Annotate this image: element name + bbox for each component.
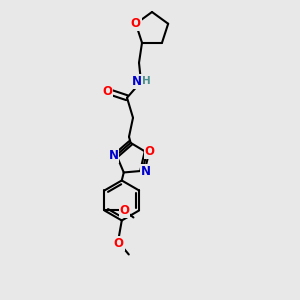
Text: O: O (131, 17, 141, 30)
Text: O: O (102, 85, 112, 98)
Text: O: O (114, 237, 124, 250)
Text: O: O (145, 145, 155, 158)
Text: N: N (132, 75, 142, 88)
Text: O: O (119, 204, 129, 217)
Text: N: N (108, 149, 118, 162)
Text: H: H (142, 76, 150, 86)
Text: N: N (140, 165, 151, 178)
